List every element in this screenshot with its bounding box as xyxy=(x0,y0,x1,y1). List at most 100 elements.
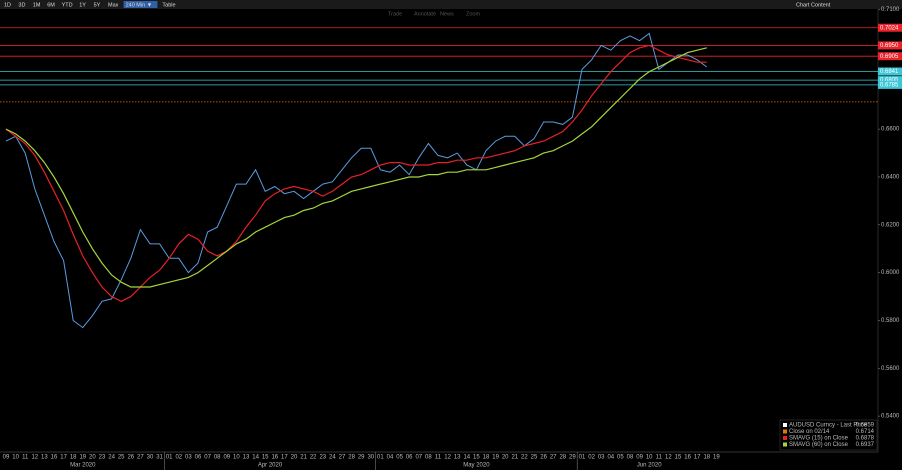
x-tick-label: 06 xyxy=(195,455,202,461)
y-tick-label: 0.5400 xyxy=(881,414,900,420)
x-tick-label: 02 xyxy=(175,455,182,461)
x-tick-label: 17 xyxy=(281,455,288,461)
legend-label: SMAVG (15) on Close xyxy=(789,436,849,442)
month-label: Jun 2020 xyxy=(637,463,662,469)
range-button[interactable]: 1D xyxy=(4,2,11,8)
x-tick-label: 01 xyxy=(579,455,586,461)
x-tick-label: 03 xyxy=(598,455,605,461)
legend-swatch xyxy=(783,429,787,434)
level-label: 0.6950 xyxy=(880,43,899,49)
chart-content-menu[interactable]: Chart Content xyxy=(796,2,831,8)
legend-value: 0.6714 xyxy=(856,429,875,435)
x-tick-label: 07 xyxy=(204,455,211,461)
x-tick-label: 19 xyxy=(713,455,720,461)
range-button[interactable]: 240 Min ▼ xyxy=(126,2,153,8)
y-tick-label: 0.5800 xyxy=(881,318,900,324)
level-label: 0.7024 xyxy=(880,25,899,31)
x-tick-label: 20 xyxy=(291,455,298,461)
range-button[interactable]: Max xyxy=(108,2,119,8)
tool-button[interactable]: Trade xyxy=(388,11,402,17)
x-tick-label: 17 xyxy=(694,455,701,461)
x-tick-label: 09 xyxy=(3,455,10,461)
range-button[interactable]: 3D xyxy=(18,2,25,8)
x-tick-label: 29 xyxy=(569,455,576,461)
level-label-box xyxy=(878,76,902,85)
y-tick-label: 0.6600 xyxy=(881,127,900,133)
y-tick-label: 0.6400 xyxy=(881,175,900,181)
month-label: May 2020 xyxy=(463,463,490,469)
x-tick-label: 12 xyxy=(665,455,672,461)
x-tick-label: 21 xyxy=(300,455,307,461)
x-tick-label: 31 xyxy=(156,455,163,461)
month-label: Mar 2020 xyxy=(70,463,96,469)
x-tick-label: 13 xyxy=(41,455,48,461)
x-tick-label: 19 xyxy=(79,455,86,461)
range-button[interactable]: 6M xyxy=(47,2,55,8)
x-tick-label: 11 xyxy=(656,455,663,461)
x-tick-label: 11 xyxy=(22,455,29,461)
month-label: Apr 2020 xyxy=(258,463,283,469)
level-label-box xyxy=(878,23,902,32)
x-tick-label: 15 xyxy=(262,455,269,461)
x-tick-label: 11 xyxy=(435,455,442,461)
x-tick-label: 01 xyxy=(377,455,384,461)
y-tick-label: 0.5600 xyxy=(881,366,900,372)
tool-button[interactable]: News xyxy=(440,11,454,17)
x-tick-label: 20 xyxy=(89,455,96,461)
x-tick-label: 17 xyxy=(60,455,67,461)
range-button[interactable]: 1M xyxy=(33,2,41,8)
x-tick-label: 23 xyxy=(319,455,326,461)
level-label-box xyxy=(878,41,902,50)
y-tick-label: 0.7100 xyxy=(881,7,900,13)
x-tick-label: 08 xyxy=(214,455,221,461)
level-label-box xyxy=(878,52,902,61)
x-tick-label: 13 xyxy=(454,455,461,461)
x-tick-label: 07 xyxy=(415,455,422,461)
level-label: 0.6785 xyxy=(880,82,899,88)
legend-value: 0.6937 xyxy=(856,442,875,448)
x-tick-label: 22 xyxy=(521,455,528,461)
x-tick-label: 02 xyxy=(588,455,595,461)
series-line xyxy=(5,47,707,288)
x-tick-label: 12 xyxy=(31,455,38,461)
x-tick-label: 22 xyxy=(310,455,317,461)
x-tick-label: 19 xyxy=(492,455,499,461)
x-tick-label: 04 xyxy=(607,455,614,461)
x-tick-label: 23 xyxy=(99,455,106,461)
x-tick-label: 21 xyxy=(511,455,518,461)
x-tick-label: 08 xyxy=(627,455,634,461)
range-button[interactable]: 5Y xyxy=(94,2,101,8)
legend-label: AUDUSD Curncy - Last Price xyxy=(789,423,868,429)
x-tick-label: 09 xyxy=(636,455,643,461)
range-button[interactable]: Table xyxy=(162,2,175,8)
x-tick-label: 27 xyxy=(550,455,557,461)
x-tick-label: 15 xyxy=(675,455,682,461)
level-label-box xyxy=(878,80,902,89)
toolbar xyxy=(0,0,902,9)
x-tick-label: 18 xyxy=(703,455,710,461)
x-tick-label: 29 xyxy=(358,455,365,461)
legend-label: Close on 02/14 xyxy=(789,429,830,435)
x-tick-label: 25 xyxy=(531,455,538,461)
x-tick-label: 10 xyxy=(646,455,653,461)
series-line xyxy=(5,44,707,302)
x-tick-label: 30 xyxy=(367,455,374,461)
x-tick-label: 28 xyxy=(348,455,355,461)
x-tick-label: 26 xyxy=(127,455,134,461)
level-label: 0.6905 xyxy=(880,54,899,60)
range-button[interactable]: YTD xyxy=(62,2,73,8)
legend-swatch xyxy=(783,442,787,447)
x-tick-label: 10 xyxy=(12,455,19,461)
x-tick-label: 16 xyxy=(271,455,278,461)
x-tick-label: 18 xyxy=(483,455,490,461)
x-tick-label: 16 xyxy=(51,455,58,461)
tool-button[interactable]: Annotate xyxy=(414,11,436,17)
x-tick-label: 12 xyxy=(444,455,451,461)
legend-value: 0.6859 xyxy=(856,423,875,429)
x-tick-label: 28 xyxy=(559,455,566,461)
range-button[interactable]: 1Y xyxy=(79,2,86,8)
x-tick-label: 24 xyxy=(329,455,336,461)
tool-button[interactable]: Zoom xyxy=(466,11,480,17)
legend-swatch xyxy=(783,423,787,427)
